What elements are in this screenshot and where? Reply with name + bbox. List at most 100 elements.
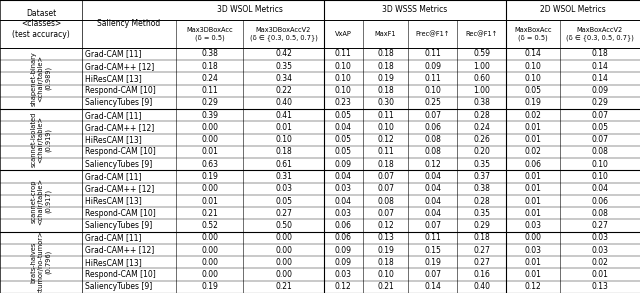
Text: 0.00: 0.00 xyxy=(275,258,292,267)
Text: Respond-CAM [10]: Respond-CAM [10] xyxy=(84,86,156,95)
Text: 1.00: 1.00 xyxy=(474,62,490,71)
Text: 0.00: 0.00 xyxy=(202,135,218,144)
Text: 0.01: 0.01 xyxy=(525,209,541,218)
Text: 0.14: 0.14 xyxy=(525,50,541,58)
Text: 0.00: 0.00 xyxy=(275,246,292,255)
Text: Respond-CAM [10]: Respond-CAM [10] xyxy=(84,147,156,156)
Text: 0.18: 0.18 xyxy=(275,147,292,156)
Text: 0.12: 0.12 xyxy=(335,282,352,291)
Text: 0.06: 0.06 xyxy=(525,160,541,169)
Text: SaliencyTubes [9]: SaliencyTubes [9] xyxy=(84,160,152,169)
Text: 0.03: 0.03 xyxy=(591,246,609,255)
Text: VxAP: VxAP xyxy=(335,31,352,37)
Text: 0.04: 0.04 xyxy=(591,184,609,193)
Text: 0.10: 0.10 xyxy=(525,62,541,71)
Text: 0.01: 0.01 xyxy=(525,172,541,181)
Text: 0.18: 0.18 xyxy=(474,233,490,242)
Text: SaliencyTubes [9]: SaliencyTubes [9] xyxy=(84,221,152,230)
Text: 0.29: 0.29 xyxy=(202,98,218,108)
Text: 0.00: 0.00 xyxy=(202,184,218,193)
Text: 0.20: 0.20 xyxy=(474,147,490,156)
Text: 0.35: 0.35 xyxy=(275,62,292,71)
Text: Grad-CAM [11]: Grad-CAM [11] xyxy=(84,233,141,242)
Text: 0.18: 0.18 xyxy=(377,86,394,95)
Text: 0.21: 0.21 xyxy=(275,282,292,291)
Text: 0.61: 0.61 xyxy=(275,160,292,169)
Text: 0.06: 0.06 xyxy=(335,233,352,242)
Text: scannet-crop
<chair/table>
(0.917): scannet-crop <chair/table> (0.917) xyxy=(31,178,51,225)
Text: 0.21: 0.21 xyxy=(202,209,218,218)
Text: 0.00: 0.00 xyxy=(525,233,541,242)
Text: 0.01: 0.01 xyxy=(525,258,541,267)
Text: 0.52: 0.52 xyxy=(202,221,218,230)
Text: 0.00: 0.00 xyxy=(202,123,218,132)
Text: 0.34: 0.34 xyxy=(275,74,292,83)
Text: 0.23: 0.23 xyxy=(335,98,352,108)
Text: HiResCAM [13]: HiResCAM [13] xyxy=(84,258,141,267)
Text: 0.09: 0.09 xyxy=(591,86,609,95)
Text: 0.12: 0.12 xyxy=(377,221,394,230)
Text: 0.05: 0.05 xyxy=(275,197,292,205)
Text: 0.35: 0.35 xyxy=(474,209,490,218)
Text: 0.37: 0.37 xyxy=(474,172,490,181)
Text: 0.10: 0.10 xyxy=(275,135,292,144)
Text: 0.16: 0.16 xyxy=(474,270,490,279)
Text: Respond-CAM [10]: Respond-CAM [10] xyxy=(84,270,156,279)
Text: 0.10: 0.10 xyxy=(424,86,441,95)
Text: 0.09: 0.09 xyxy=(335,258,352,267)
Text: 0.04: 0.04 xyxy=(424,184,441,193)
Text: 0.00: 0.00 xyxy=(202,233,218,242)
Text: 0.08: 0.08 xyxy=(377,197,394,205)
Text: 0.04: 0.04 xyxy=(424,209,441,218)
Text: 0.07: 0.07 xyxy=(424,221,441,230)
Text: Grad-CAM++ [12]: Grad-CAM++ [12] xyxy=(84,246,154,255)
Text: 0.10: 0.10 xyxy=(591,172,608,181)
Text: Max3DBoxAccV2
(δ ∈ {0.3, 0.5, 0.7}): Max3DBoxAccV2 (δ ∈ {0.3, 0.5, 0.7}) xyxy=(250,27,317,41)
Text: 0.06: 0.06 xyxy=(335,221,352,230)
Text: 0.21: 0.21 xyxy=(377,282,394,291)
Text: 0.18: 0.18 xyxy=(377,160,394,169)
Text: 0.01: 0.01 xyxy=(591,270,608,279)
Text: 0.00: 0.00 xyxy=(275,270,292,279)
Text: 0.27: 0.27 xyxy=(474,246,490,255)
Text: 0.03: 0.03 xyxy=(591,233,609,242)
Text: 0.18: 0.18 xyxy=(377,50,394,58)
Text: 0.11: 0.11 xyxy=(377,147,394,156)
Text: 0.38: 0.38 xyxy=(474,184,490,193)
Text: Max3DBoxAcc
(δ = 0.5): Max3DBoxAcc (δ = 0.5) xyxy=(186,27,233,41)
Text: 0.01: 0.01 xyxy=(275,123,292,132)
Text: 0.14: 0.14 xyxy=(591,62,608,71)
Text: Dataset
<classes>
(test accuracy): Dataset <classes> (test accuracy) xyxy=(12,9,70,39)
Text: 0.18: 0.18 xyxy=(202,62,218,71)
Text: 0.04: 0.04 xyxy=(424,197,441,205)
Text: 0.28: 0.28 xyxy=(474,111,490,120)
Text: 0.06: 0.06 xyxy=(591,197,609,205)
Text: 0.28: 0.28 xyxy=(474,197,490,205)
Text: 0.05: 0.05 xyxy=(335,111,352,120)
Text: MaxF1: MaxF1 xyxy=(375,31,396,37)
Text: 0.26: 0.26 xyxy=(474,135,490,144)
Text: Prec@F1↑: Prec@F1↑ xyxy=(415,30,450,37)
Text: 0.10: 0.10 xyxy=(591,160,608,169)
Text: 0.63: 0.63 xyxy=(202,160,218,169)
Text: 0.01: 0.01 xyxy=(525,197,541,205)
Text: 0.08: 0.08 xyxy=(591,209,608,218)
Text: 0.19: 0.19 xyxy=(525,98,541,108)
Text: 0.12: 0.12 xyxy=(424,160,441,169)
Text: 0.03: 0.03 xyxy=(335,209,352,218)
Text: 0.00: 0.00 xyxy=(202,270,218,279)
Text: 0.04: 0.04 xyxy=(335,197,352,205)
Text: 0.07: 0.07 xyxy=(591,111,609,120)
Text: Saliency Method: Saliency Method xyxy=(97,19,161,28)
Text: 0.40: 0.40 xyxy=(275,98,292,108)
Text: 0.31: 0.31 xyxy=(275,172,292,181)
Text: 0.01: 0.01 xyxy=(525,135,541,144)
Text: 0.14: 0.14 xyxy=(591,74,608,83)
Text: 0.40: 0.40 xyxy=(474,282,490,291)
Text: 0.13: 0.13 xyxy=(377,233,394,242)
Text: 0.03: 0.03 xyxy=(525,246,541,255)
Text: 0.01: 0.01 xyxy=(525,123,541,132)
Text: 0.11: 0.11 xyxy=(335,50,352,58)
Text: 0.05: 0.05 xyxy=(525,86,541,95)
Text: SaliencyTubes [9]: SaliencyTubes [9] xyxy=(84,282,152,291)
